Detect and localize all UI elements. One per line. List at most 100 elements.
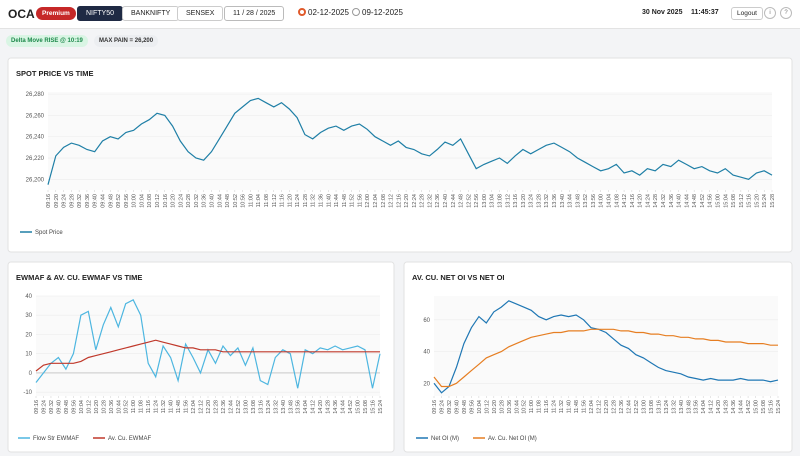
x-tick-label: 10:08 [147, 194, 153, 208]
x-tick-label: 11:56 [582, 400, 588, 413]
x-tick-label: 10:04 [79, 400, 85, 414]
x-tick-label: 14:12 [622, 194, 628, 208]
x-tick-label: 11:00 [131, 400, 137, 413]
legend-label: Spot Price [35, 230, 63, 236]
chart-title: EWMAF & AV. CU. EWMAF VS TIME [16, 273, 142, 282]
x-tick-label: 14:52 [700, 194, 706, 208]
tab[interactable]: SENSEX [177, 6, 224, 21]
x-tick-label: 11:28 [303, 194, 309, 207]
max-pain: MAX PAIN = 26,200 [94, 35, 159, 47]
x-tick-label: 10:12 [86, 400, 92, 414]
x-tick-label: 13:32 [544, 194, 550, 208]
x-tick-label: 10:12 [155, 194, 161, 208]
legend-label: Net OI (M) [431, 436, 459, 442]
chart-title: AV. CU. NET OI VS NET OI [412, 273, 505, 282]
x-tick-label: 12:36 [435, 194, 441, 208]
x-tick-label: 12:20 [404, 194, 410, 208]
x-tick-label: 14:40 [677, 194, 683, 208]
x-tick-label: 13:00 [243, 400, 249, 414]
x-tick-label: 10:44 [217, 194, 223, 208]
x-tick-label: 12:36 [619, 400, 625, 414]
x-tick-label: 13:48 [288, 400, 294, 414]
x-tick-label: 15:08 [363, 400, 369, 414]
expiry-label: 09-12-2025 [362, 8, 403, 17]
tab[interactable]: NIFTY50 [77, 6, 124, 21]
date-input[interactable]: 11 / 28 / 2025 [224, 6, 285, 21]
x-tick-label: 10:56 [241, 194, 247, 208]
x-tick-label: 14:56 [708, 194, 714, 208]
x-tick-label: 15:24 [776, 400, 782, 414]
x-tick-label: 12:32 [427, 194, 433, 208]
x-tick-label: 13:56 [591, 194, 597, 208]
logout-button[interactable]: Logout [731, 7, 763, 20]
x-tick-label: 12:28 [420, 194, 426, 208]
x-tick-label: 15:08 [761, 400, 767, 414]
x-tick-label: 15:16 [371, 400, 377, 414]
x-tick-label: 09:40 [93, 194, 99, 208]
x-tick-label: 14:44 [684, 194, 690, 208]
x-tick-label: 10:12 [484, 400, 490, 414]
x-tick-label: 15:24 [378, 400, 384, 414]
x-tick-label: 11:16 [146, 400, 152, 413]
x-tick-label: 11:20 [287, 194, 293, 207]
x-tick-label: 09:24 [62, 194, 68, 208]
expiry-radio[interactable]: 09-12-2025 [352, 8, 403, 17]
x-tick-label: 14:36 [333, 400, 339, 414]
series-line [47, 97, 773, 185]
expiry-label: 02-12-2025 [308, 8, 349, 17]
y-tick-label: 20 [423, 381, 430, 387]
badge: Premium [36, 7, 76, 20]
x-tick-label: 14:36 [669, 194, 675, 208]
x-tick-label: 13:20 [521, 194, 527, 208]
x-tick-label: 11:32 [559, 400, 565, 413]
y-tick-label: 10 [25, 352, 32, 358]
info-button[interactable]: i [764, 7, 776, 19]
x-tick-label: 10:52 [522, 400, 528, 414]
x-tick-label: 13:24 [529, 194, 535, 208]
x-tick-label: 12:24 [412, 194, 418, 208]
x-tick-label: 11:48 [176, 400, 182, 413]
x-tick-label: 09:52 [116, 194, 122, 208]
x-tick-label: 12:44 [228, 400, 234, 414]
x-tick-label: 15:28 [770, 194, 776, 208]
x-tick-label: 12:48 [459, 194, 465, 208]
x-tick-label: 11:36 [318, 194, 324, 207]
x-tick-label: 15:16 [769, 400, 775, 414]
x-tick-label: 10:20 [492, 400, 498, 414]
x-tick-label: 13:16 [258, 400, 264, 414]
y-tick-label: 40 [423, 350, 430, 356]
x-tick-label: 11:56 [357, 194, 363, 207]
x-tick-label: 13:44 [568, 194, 574, 208]
x-tick-label: 10:52 [124, 400, 130, 414]
x-tick-label: 13:36 [552, 194, 558, 208]
expiry-radio[interactable]: 02-12-2025 [298, 8, 349, 17]
x-tick-label: 15:24 [762, 194, 768, 208]
brand: OCA [8, 7, 35, 21]
x-tick-label: 12:04 [373, 194, 379, 208]
y-tick-label: 40 [25, 294, 32, 300]
x-tick-label: 11:12 [272, 194, 278, 207]
x-tick-label: 12:00 [365, 194, 371, 208]
x-tick-label: 13:52 [583, 194, 589, 208]
x-tick-label: 14:12 [709, 400, 715, 414]
x-tick-label: 12:04 [589, 400, 595, 414]
x-tick-label: 11:16 [544, 400, 550, 413]
x-tick-label: 11:40 [169, 400, 175, 413]
legend-label: Av. Cu. EWMAF [108, 436, 151, 442]
x-tick-label: 15:00 [356, 400, 362, 414]
x-tick-label: 11:24 [295, 194, 301, 207]
x-tick-label: 11:08 [264, 194, 270, 207]
x-tick-label: 09:56 [469, 400, 475, 414]
help-button[interactable]: ? [780, 7, 792, 19]
x-tick-label: 12:20 [206, 400, 212, 414]
x-tick-label: 09:40 [454, 400, 460, 414]
x-tick-label: 15:20 [754, 194, 760, 208]
x-tick-label: 10:36 [507, 400, 513, 414]
x-tick-label: 09:20 [54, 194, 60, 208]
x-tick-label: 13:08 [649, 400, 655, 414]
x-tick-label: 13:56 [694, 400, 700, 414]
plot-bg [434, 296, 778, 396]
x-tick-label: 13:48 [686, 400, 692, 414]
